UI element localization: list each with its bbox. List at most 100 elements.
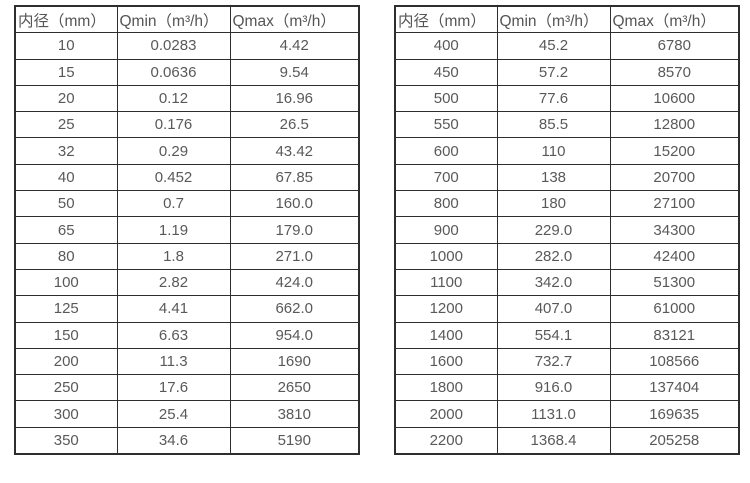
table-row: 450 57.2 8570 (394, 58, 740, 86)
col-header-qmin: Qmin（m³/h） (496, 5, 611, 34)
cell-qmax: 27100 (609, 190, 740, 218)
table-row: 65 1.19 179.0 (14, 216, 360, 244)
cell-qmax: 61000 (609, 295, 740, 323)
cell-diameter: 10 (14, 32, 118, 60)
cell-diameter: 150 (14, 321, 118, 349)
cell-qmax: 10600 (609, 84, 740, 113)
cell-qmax: 3810 (229, 400, 360, 428)
cell-diameter: 200 (14, 347, 118, 376)
table-row: 600 110 15200 (394, 137, 740, 165)
table-row: 25 0.176 26.5 (14, 111, 360, 139)
table-row: 200 11.3 1690 (14, 347, 360, 376)
cell-diameter: 400 (394, 32, 498, 60)
cell-qmax: 205258 (609, 426, 740, 455)
col-header-qmin: Qmin（m³/h） (116, 5, 231, 34)
table-row: 80 1.8 271.0 (14, 242, 360, 270)
table-row: 350 34.6 5190 (14, 426, 360, 455)
cell-qmin: 17.6 (116, 374, 231, 402)
cell-diameter: 32 (14, 137, 118, 165)
cell-qmax: 51300 (609, 268, 740, 297)
cell-qmin: 342.0 (496, 268, 611, 297)
cell-qmin: 0.0636 (116, 58, 231, 86)
table-row: 32 0.29 43.42 (14, 137, 360, 165)
cell-qmin: 229.0 (496, 216, 611, 244)
cell-qmax: 16.96 (229, 84, 360, 113)
cell-qmax: 67.85 (229, 163, 360, 192)
cell-qmax: 1690 (229, 347, 360, 376)
cell-qmin: 57.2 (496, 58, 611, 86)
table-row: 1100 342.0 51300 (394, 268, 740, 297)
cell-qmax: 2650 (229, 374, 360, 402)
cell-qmax: 424.0 (229, 268, 360, 297)
cell-diameter: 1000 (394, 242, 498, 270)
cell-qmin: 1131.0 (496, 400, 611, 428)
cell-qmin: 77.6 (496, 84, 611, 113)
cell-qmin: 1368.4 (496, 426, 611, 455)
cell-qmin: 6.63 (116, 321, 231, 349)
cell-qmin: 45.2 (496, 32, 611, 60)
cell-qmax: 42400 (609, 242, 740, 270)
cell-diameter: 500 (394, 84, 498, 113)
cell-diameter: 800 (394, 190, 498, 218)
cell-qmax: 26.5 (229, 111, 360, 139)
cell-diameter: 25 (14, 111, 118, 139)
cell-qmax: 9.54 (229, 58, 360, 86)
table-row: 40 0.452 67.85 (14, 163, 360, 192)
cell-diameter: 700 (394, 163, 498, 192)
cell-qmin: 0.452 (116, 163, 231, 192)
cell-qmin: 282.0 (496, 242, 611, 270)
flow-table-large-diameters: 内径（mm） Qmin（m³/h） Qmax（m³/h） 400 45.2 6780… (394, 5, 740, 456)
cell-diameter: 900 (394, 216, 498, 244)
table-row: 550 85.5 12800 (394, 111, 740, 139)
cell-qmin: 0.29 (116, 137, 231, 165)
cell-qmax: 179.0 (229, 216, 360, 244)
cell-diameter: 80 (14, 242, 118, 270)
cell-diameter: 50 (14, 190, 118, 218)
table-row: 150 6.63 954.0 (14, 321, 360, 349)
table-body: 400 45.2 6780 450 57.2 8570 500 77.6 10600 550 85.… (394, 32, 740, 455)
cell-qmin: 0.7 (116, 190, 231, 218)
cell-qmax: 6780 (609, 32, 740, 60)
table-row: 1400 554.1 83121 (394, 321, 740, 349)
cell-qmax: 4.42 (229, 32, 360, 60)
cell-qmin: 2.82 (116, 268, 231, 297)
cell-diameter: 300 (14, 400, 118, 428)
cell-diameter: 2000 (394, 400, 498, 428)
flow-table-small-diameters: 内径（mm） Qmin（m³/h） Qmax（m³/h） 10 0.0283 4.4… (14, 5, 360, 456)
cell-qmin: 0.176 (116, 111, 231, 139)
table-row: 2200 1368.4 205258 (394, 426, 740, 455)
table-row: 300 25.4 3810 (14, 400, 360, 428)
cell-qmin: 916.0 (496, 374, 611, 402)
cell-qmax: 271.0 (229, 242, 360, 270)
cell-diameter: 40 (14, 163, 118, 192)
cell-diameter: 15 (14, 58, 118, 86)
cell-qmax: 15200 (609, 137, 740, 165)
cell-qmin: 0.0283 (116, 32, 231, 60)
table-row: 1200 407.0 61000 (394, 295, 740, 323)
table-row: 125 4.41 662.0 (14, 295, 360, 323)
table-row: 2000 1131.0 169635 (394, 400, 740, 428)
col-header-qmax: Qmax（m³/h） (229, 5, 360, 34)
col-header-diameter: 内径（mm） (394, 5, 498, 34)
cell-qmax: 5190 (229, 426, 360, 455)
cell-diameter: 550 (394, 111, 498, 139)
cell-qmax: 83121 (609, 321, 740, 349)
cell-qmin: 1.8 (116, 242, 231, 270)
cell-diameter: 2200 (394, 426, 498, 455)
cell-diameter: 125 (14, 295, 118, 323)
cell-qmax: 20700 (609, 163, 740, 192)
table-row: 10 0.0283 4.42 (14, 32, 360, 60)
cell-diameter: 450 (394, 58, 498, 86)
cell-qmax: 160.0 (229, 190, 360, 218)
cell-qmin: 25.4 (116, 400, 231, 428)
cell-qmin: 4.41 (116, 295, 231, 323)
col-header-qmax: Qmax（m³/h） (609, 5, 740, 34)
cell-qmin: 407.0 (496, 295, 611, 323)
cell-diameter: 65 (14, 216, 118, 244)
table-row: 900 229.0 34300 (394, 216, 740, 244)
cell-diameter: 350 (14, 426, 118, 455)
cell-diameter: 250 (14, 374, 118, 402)
cell-diameter: 600 (394, 137, 498, 165)
cell-qmax: 108566 (609, 347, 740, 376)
cell-qmax: 43.42 (229, 137, 360, 165)
